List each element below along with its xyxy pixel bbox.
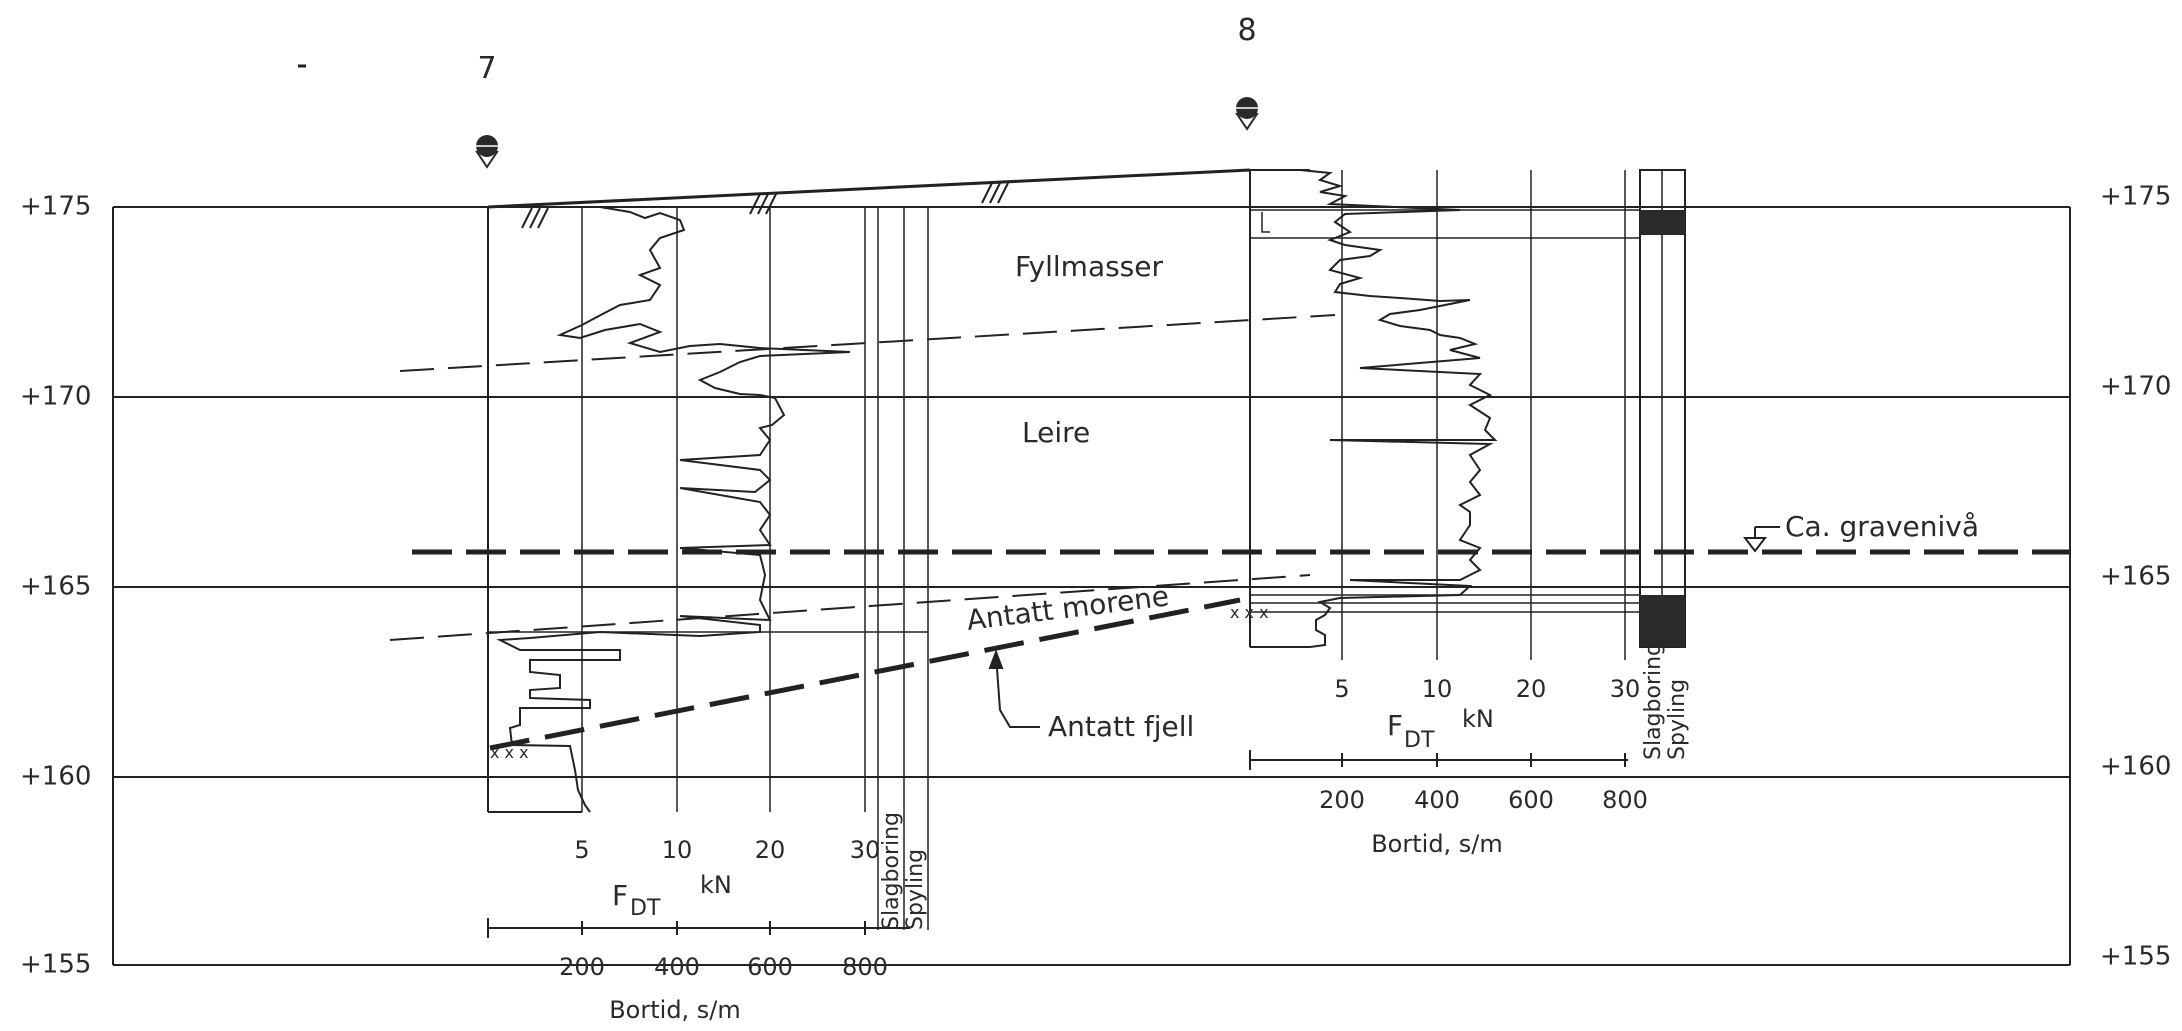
- borehole-7-force-tick: 10: [662, 836, 693, 864]
- layer-label-fill: Fyllmasser: [1015, 250, 1164, 283]
- borehole-8-force-tick: 30: [1610, 675, 1641, 703]
- terrain-surface: [487, 168, 1251, 229]
- elevation-label-165-right: +165: [2100, 562, 2171, 592]
- fill-clay-boundary: [399, 314, 1336, 372]
- elevation-label-175-right: +175: [2100, 182, 2171, 212]
- borehole-8-time-tick: 800: [1602, 786, 1648, 814]
- borehole-7-number: 7: [477, 51, 496, 86]
- borehole-8-time-tick: 400: [1414, 786, 1460, 814]
- elevation-label-165-left: +165: [20, 572, 91, 602]
- elevation-label-160-left: +160: [20, 762, 91, 792]
- borehole-8-hammer-fill-top: [1640, 210, 1685, 235]
- borehole-7-force-tick: 20: [755, 836, 786, 864]
- elevation-label-175-left: +175: [20, 192, 91, 222]
- water-level-triangle-icon: [1742, 537, 1768, 553]
- elevation-label-170-left: +170: [20, 382, 91, 412]
- borehole-8-force-trace: [1299, 169, 1498, 648]
- borehole-7-time-tick: 400: [654, 953, 700, 981]
- borehole-8-hammer-fill-bottom: [1640, 595, 1685, 647]
- borehole-8-force-unit: kN: [1462, 705, 1494, 733]
- layer-label-excavation: Ca. gravenivå: [1785, 510, 1979, 543]
- borehole-8-symbol-icon: [1235, 97, 1259, 131]
- borehole-8-force-subscript: DT: [1404, 728, 1435, 753]
- borehole-7-time-tick: 200: [559, 953, 605, 981]
- section-frame: [112, 206, 2071, 966]
- borehole-8-column-label-slagboring: Slagboring: [1641, 642, 1666, 760]
- borehole-7-time-tick: 800: [842, 953, 888, 981]
- borehole-7-column-label-spyling: Spyling: [903, 849, 928, 930]
- layer-label-clay: Leire: [1022, 416, 1090, 449]
- layer-label-moraine: Antatt morene: [965, 579, 1171, 637]
- borehole-7-symbol-icon: [475, 135, 499, 169]
- borehole-7-stop-marks: x x x: [490, 743, 529, 762]
- borehole-8-force-tick: 10: [1422, 675, 1453, 703]
- borehole-7-force-tick: 30: [850, 836, 881, 864]
- layer-boundaries: [389, 314, 2070, 751]
- elevation-labels-right: +175 +170 +165 +160 +155: [2100, 182, 2171, 972]
- clay-moraine-boundary: [389, 574, 1311, 641]
- elevation-label-160-right: +160: [2100, 752, 2171, 782]
- elevation-label-155-right: +155: [2100, 942, 2171, 972]
- borehole-7-force-label: F: [612, 879, 628, 912]
- borehole-7-force-unit: kN: [700, 871, 732, 899]
- excavation-marker: [1742, 526, 1780, 553]
- borehole-8: 8 x x x 5 10: [1230, 13, 1690, 858]
- borehole-7-column-label-slagboring: Slagboring: [879, 812, 904, 930]
- borehole-8-stop-marks: x x x: [1230, 603, 1269, 622]
- borehole-7-time-label: Bortid, s/m: [609, 996, 741, 1024]
- borehole-8-column-label-spyling: Spyling: [1665, 679, 1690, 760]
- elevation-labels-left: +175 +170 +165 +160 +155: [20, 192, 91, 980]
- borehole-8-force-tick: 20: [1516, 675, 1547, 703]
- rock-leader: [988, 649, 1040, 728]
- borehole-7-force-subscript: DT: [630, 896, 661, 921]
- borehole-7-time-tick: 600: [747, 953, 793, 981]
- elevation-label-155-left: +155: [20, 950, 91, 980]
- rock-surface-line: [489, 597, 1241, 751]
- borehole-8-time-tick: 600: [1508, 786, 1554, 814]
- borehole-8-force-label: F: [1387, 709, 1403, 742]
- borehole-8-number: 8: [1237, 13, 1256, 48]
- borehole-8-time-tick: 200: [1319, 786, 1365, 814]
- layer-label-rock: Antatt fjell: [1048, 710, 1194, 743]
- borehole-7-force-tick: 5: [574, 836, 589, 864]
- borehole-7-force-trace: [496, 206, 851, 813]
- borehole-7: 7 x x x 5 10 20 30 F DT kN: [475, 51, 929, 1024]
- borehole-8-time-label: Bortid, s/m: [1371, 830, 1503, 858]
- elevation-label-170-right: +170: [2100, 372, 2171, 402]
- borehole-8-force-tick: 5: [1334, 675, 1349, 703]
